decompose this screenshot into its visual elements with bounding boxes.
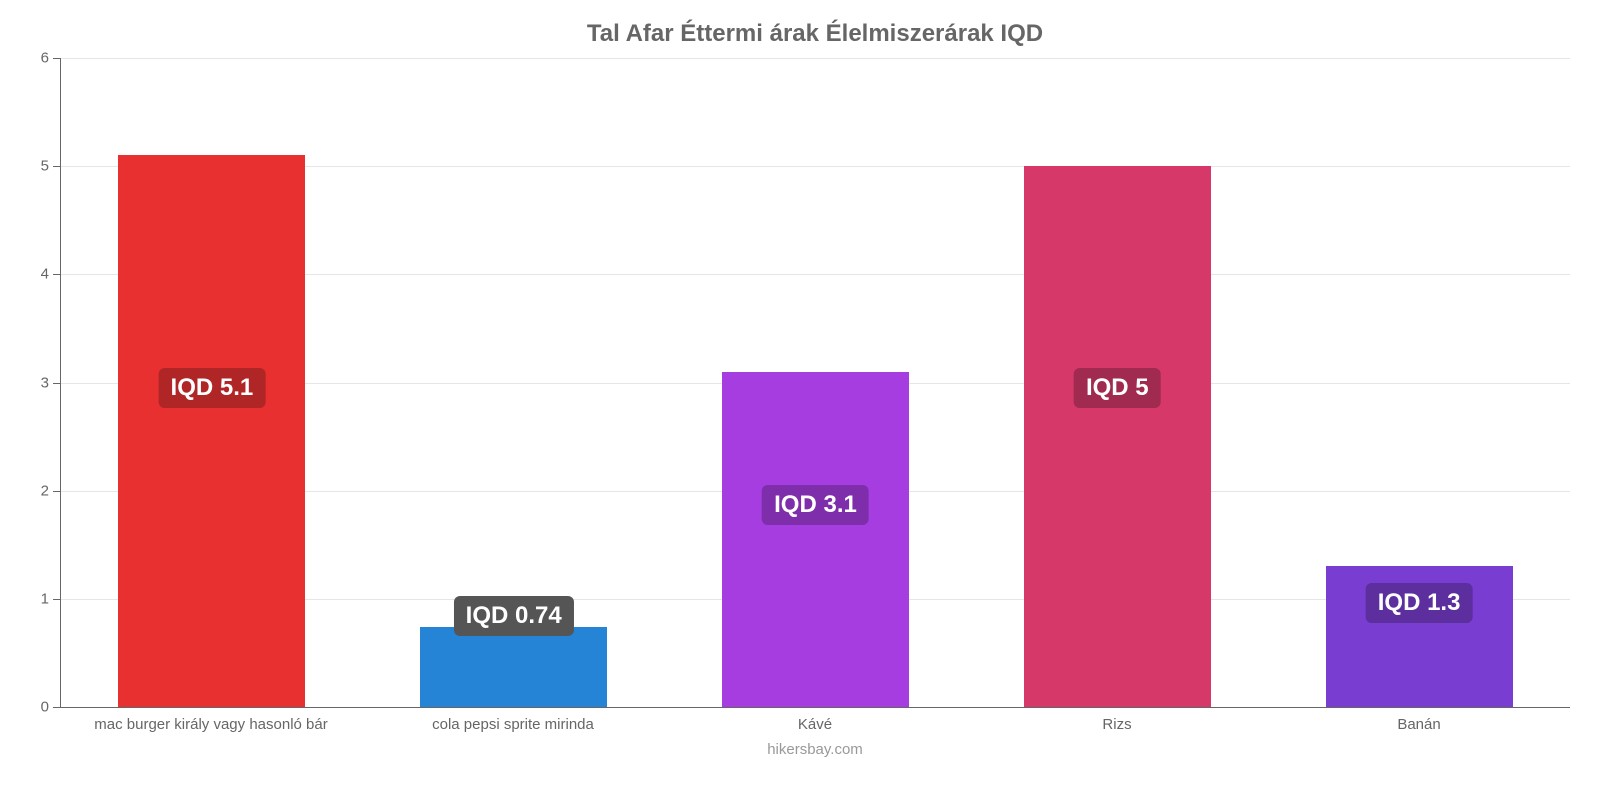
x-axis-label: cola pepsi sprite mirinda <box>362 708 664 733</box>
y-axis-label: 3 <box>41 374 61 391</box>
bar-slot: IQD 5.1 <box>61 58 363 707</box>
y-axis-label: 1 <box>41 590 61 607</box>
value-badge: IQD 5 <box>1074 368 1161 408</box>
y-axis-label: 6 <box>41 50 61 67</box>
chart-container: Tal Afar Éttermi árak Élelmiszerárak IQD… <box>0 0 1600 800</box>
plot-area: 0123456IQD 5.1IQD 0.74IQD 3.1IQD 5IQD 1.… <box>60 58 1570 708</box>
value-badge: IQD 3.1 <box>762 485 869 525</box>
bar-slot: IQD 0.74 <box>363 58 665 707</box>
bar <box>118 155 305 707</box>
bars-group: IQD 5.1 IQD 0.74 IQD 3.1 IQD 5 IQD 1.3 <box>61 58 1570 707</box>
x-axis-labels: mac burger király vagy hasonló bárcola p… <box>60 708 1570 733</box>
x-axis-label: mac burger király vagy hasonló bár <box>60 708 362 733</box>
bar-slot: IQD 5 <box>966 58 1268 707</box>
value-badge: IQD 0.74 <box>454 596 574 636</box>
chart-title: Tal Afar Éttermi árak Élelmiszerárak IQD <box>60 20 1570 48</box>
bar-slot: IQD 3.1 <box>665 58 967 707</box>
y-axis-label: 2 <box>41 482 61 499</box>
y-axis-label: 0 <box>41 699 61 716</box>
value-badge: IQD 5.1 <box>159 368 266 408</box>
bar <box>1024 166 1211 707</box>
value-badge: IQD 1.3 <box>1366 583 1473 623</box>
x-axis-label: Rizs <box>966 708 1268 733</box>
bar <box>722 372 909 707</box>
x-axis-label: Banán <box>1268 708 1570 733</box>
x-axis-label: Kávé <box>664 708 966 733</box>
bar <box>420 627 607 707</box>
y-axis-label: 5 <box>41 158 61 175</box>
y-axis-label: 4 <box>41 266 61 283</box>
chart-footer: hikersbay.com <box>60 741 1570 758</box>
bar-slot: IQD 1.3 <box>1268 58 1570 707</box>
